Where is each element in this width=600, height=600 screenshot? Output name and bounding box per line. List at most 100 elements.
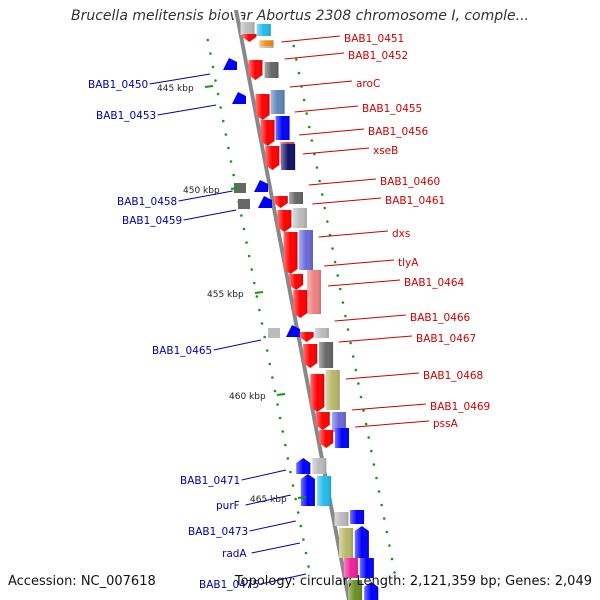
scale-dot	[385, 530, 389, 534]
gene-block-shade	[242, 34, 257, 42]
scale-dot	[331, 247, 334, 250]
gene-block-shade	[289, 192, 304, 204]
gene-block-shade	[277, 210, 292, 232]
gene-label[interactable]: BAB1_0451	[344, 33, 404, 45]
label-leader	[312, 197, 382, 205]
scale-dot	[323, 206, 327, 210]
gene-label[interactable]: xseB	[373, 145, 398, 157]
gene-block-shade	[270, 90, 285, 114]
scale-dot	[289, 470, 292, 474]
scale-dot	[336, 274, 339, 277]
gene-block	[223, 58, 237, 70]
gene-block-shade	[293, 290, 308, 318]
gene-block	[232, 92, 246, 104]
kbp-tick	[276, 393, 286, 396]
gene-label[interactable]: BAB1_0469	[430, 401, 490, 413]
scale-dot	[370, 449, 373, 453]
scale-dot	[326, 220, 329, 223]
scale-dot	[260, 322, 264, 325]
gene-label[interactable]: BAB1_0467	[416, 333, 476, 345]
gene-block-shade	[273, 196, 288, 208]
gene-label[interactable]: radA	[222, 548, 247, 560]
kbp-tick	[230, 187, 240, 190]
scale-dot	[219, 106, 222, 109]
scale-dot	[229, 160, 233, 163]
scale-dot	[276, 403, 279, 406]
scale-dot	[377, 490, 381, 493]
gene-label[interactable]: tlyA	[398, 257, 419, 269]
gene-label[interactable]: BAB1_0466	[410, 312, 471, 324]
gene-label[interactable]: BAB1_0455	[362, 103, 422, 115]
scale-dot	[349, 341, 352, 345]
gene-block-shade	[350, 510, 365, 524]
gene-block-shade	[331, 412, 346, 432]
scale-dot	[250, 268, 253, 271]
scale-dot	[304, 551, 308, 555]
gene-label[interactable]: BAB1_0464	[404, 277, 465, 289]
gene-label[interactable]: purF	[216, 500, 240, 512]
kbp-label: 450 kbp	[183, 186, 220, 196]
gene-block-shade	[248, 60, 263, 80]
gene-label[interactable]: BAB1_0456	[368, 126, 429, 138]
scale-dot	[265, 349, 269, 352]
gene-block-shade	[334, 512, 349, 526]
scale-dot	[388, 544, 391, 547]
gene-block-shade	[260, 120, 275, 146]
scale-dot	[367, 436, 371, 439]
scale-dot	[291, 484, 295, 487]
label-leader	[308, 178, 377, 186]
scale-dot	[209, 52, 212, 55]
scale-dot	[206, 38, 210, 42]
label-leader	[260, 573, 307, 585]
scale-dot	[359, 395, 363, 399]
scale-dot	[344, 314, 347, 318]
gene-block-shade	[314, 328, 329, 338]
gene-label[interactable]: BAB1_0453	[96, 110, 156, 122]
gene-label[interactable]: dxs	[392, 228, 410, 240]
gene-label[interactable]: BAB1_0450	[88, 79, 148, 91]
scale-dot	[221, 119, 225, 123]
scale-dot	[258, 308, 261, 312]
scale-dot	[390, 557, 394, 561]
scale-dot	[247, 254, 251, 258]
gene-label[interactable]: BAB1_0465	[152, 345, 212, 357]
gene-block	[258, 196, 272, 208]
gene-label[interactable]: BAB1_0475	[199, 579, 259, 591]
gene-block-shade	[259, 41, 274, 46]
gene-label[interactable]: BAB1_0471	[180, 475, 240, 487]
gene-label[interactable]: BAB1_0461	[385, 195, 445, 207]
gene-block-shade	[264, 62, 279, 78]
scale-dot	[292, 44, 296, 48]
gene-block-shade	[289, 274, 304, 290]
gene-block	[234, 183, 246, 193]
gene-label[interactable]: aroC	[356, 78, 380, 90]
gene-block-shade	[339, 528, 354, 558]
scale-dot	[333, 260, 337, 264]
scale-dot	[320, 193, 324, 196]
gene-block-shade	[319, 430, 334, 448]
label-leader-lines	[149, 35, 430, 585]
gene-label[interactable]: BAB1_0460	[380, 176, 440, 188]
gene-block-shade	[334, 428, 349, 448]
gene-label[interactable]: BAB1_0468	[423, 370, 483, 382]
gene-block-shade	[348, 580, 363, 600]
gene-label[interactable]: BAB1_0452	[348, 50, 408, 62]
label-leader	[351, 403, 427, 411]
gene-label[interactable]: BAB1_0459	[122, 215, 182, 227]
kbp-label: 465 kbp	[250, 495, 287, 505]
gene-label[interactable]: pssA	[433, 418, 459, 430]
scale-dot	[307, 125, 311, 129]
gene-block-shade	[317, 476, 332, 506]
gene-label[interactable]: BAB1_0458	[117, 196, 177, 208]
scale-dot	[307, 565, 310, 568]
scale-dot	[252, 281, 256, 285]
gene-block-shade	[359, 558, 374, 578]
scale-dot	[302, 538, 305, 541]
gene-block-shade	[240, 22, 255, 35]
scale-dot	[362, 409, 365, 412]
chromosome-backbone	[232, 10, 353, 600]
scale-dot	[338, 287, 342, 291]
scale-dot	[278, 416, 282, 420]
label-leader	[149, 73, 211, 85]
gene-label[interactable]: BAB1_0473	[188, 526, 248, 538]
